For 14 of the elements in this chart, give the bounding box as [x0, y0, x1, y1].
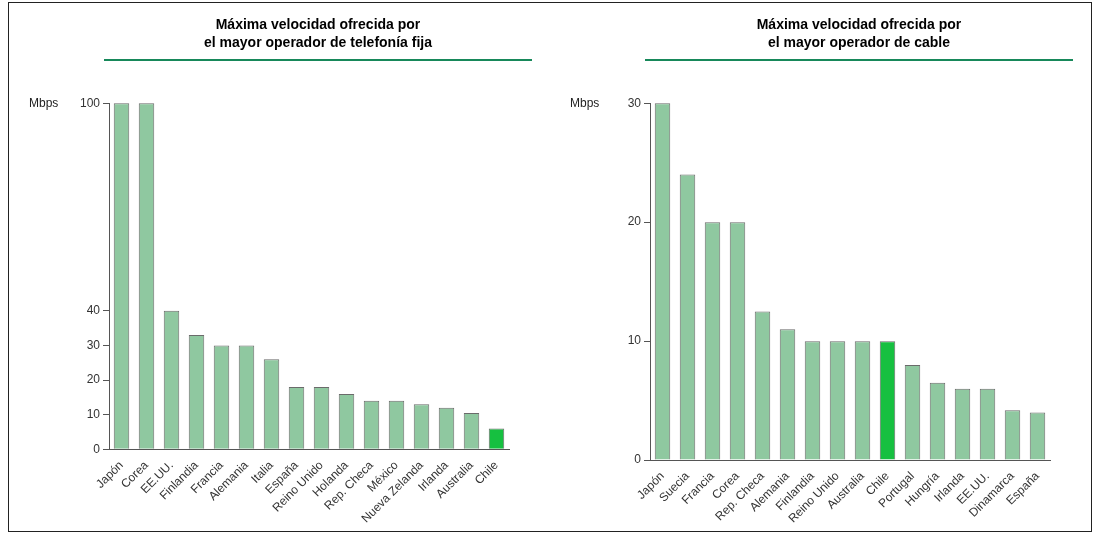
y-tick-label: 0 [634, 452, 642, 467]
chart-title: Máxima velocidad ofrecida por el mayor operador de cable [645, 15, 1073, 61]
y-tick-label: 30 [86, 337, 101, 352]
y-tick-label: 20 [86, 372, 101, 387]
y-axis-title: Mbps [29, 95, 59, 110]
y-tick-label: 100 [79, 95, 101, 110]
y-tick-label: 10 [627, 333, 642, 348]
y-tick-label: 0 [93, 441, 101, 456]
y-tick-label: 30 [627, 95, 642, 110]
chart-title: Máxima velocidad ofrecida por el mayor operador de telefonía fija [104, 15, 532, 61]
y-tick-label: 40 [86, 303, 101, 318]
y-tick-label: 20 [627, 214, 642, 229]
y-tick-label: 10 [86, 406, 101, 421]
y-axis-title: Mbps [570, 95, 600, 110]
